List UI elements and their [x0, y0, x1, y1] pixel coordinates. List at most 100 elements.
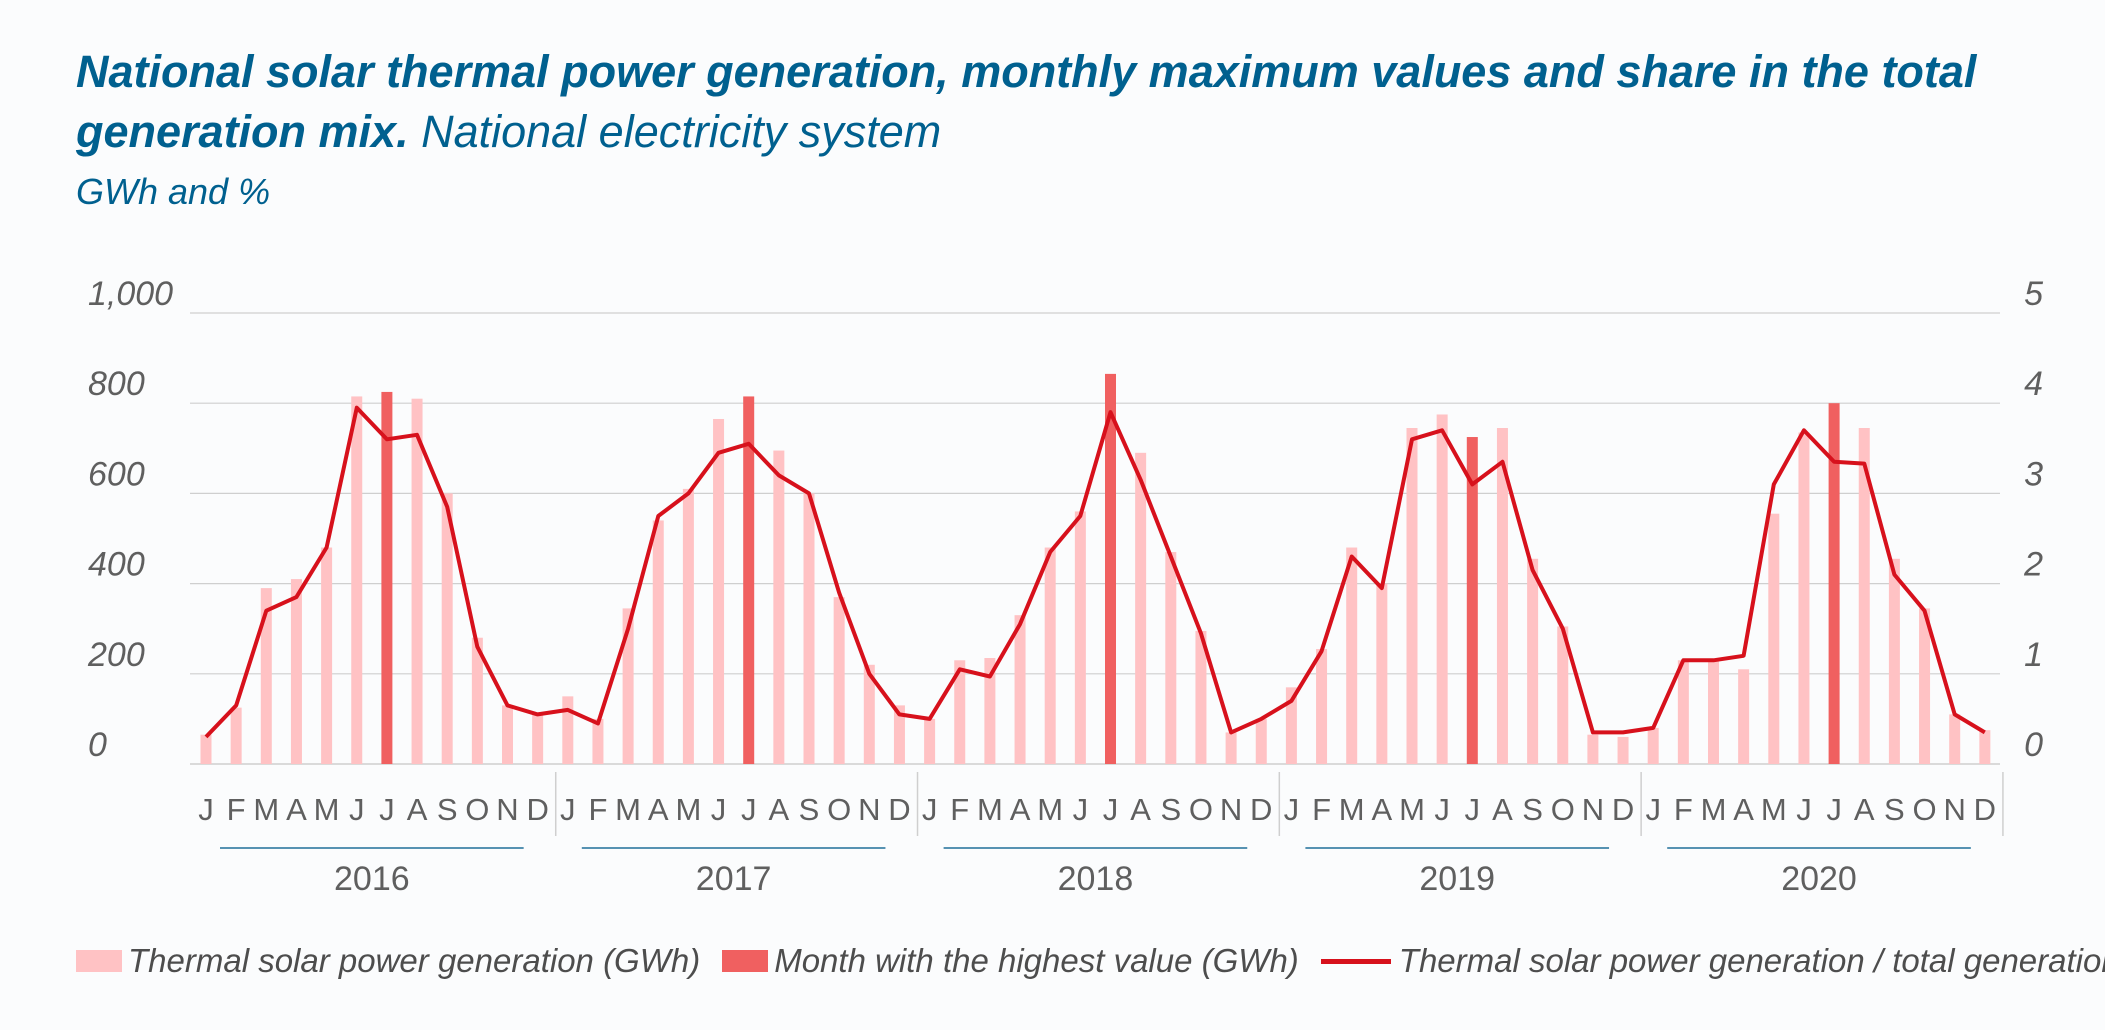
month-tick-label: S: [1522, 792, 1543, 827]
bar-generation: [200, 734, 212, 764]
bar-generation: [682, 488, 694, 764]
month-tick-label: M: [615, 792, 641, 827]
month-tick-label: M: [1399, 792, 1425, 827]
bar-generation: [954, 660, 966, 764]
bar-generation: [290, 579, 302, 764]
month-tick-label: F: [1674, 792, 1693, 827]
bar-highlight: [1466, 437, 1478, 764]
month-tick-label: N: [496, 792, 518, 827]
month-tick-label: O: [465, 792, 489, 827]
year-label: 2016: [334, 860, 410, 898]
legend-swatch-max: [722, 950, 769, 972]
y2-tick-label: 4: [2024, 365, 2043, 403]
bar-generation: [1316, 648, 1328, 764]
month-tick-label: J: [1434, 792, 1450, 827]
y-tick-label: 600: [88, 455, 145, 493]
bar-generation: [1195, 630, 1207, 764]
month-tick-label: M: [1339, 792, 1365, 827]
bar-generation: [1014, 615, 1026, 764]
title-line-2: generation mix.: [76, 106, 409, 157]
month-tick-label: D: [1250, 792, 1272, 827]
bar-generation: [1044, 547, 1056, 764]
month-tick-label: S: [437, 792, 458, 827]
y-tick-label: 800: [88, 365, 145, 403]
month-tick-label: M: [314, 792, 340, 827]
bar-generation: [803, 493, 815, 764]
bar-generation: [321, 547, 333, 764]
month-tick-label: J: [922, 792, 938, 827]
bar-generation: [863, 664, 875, 764]
month-tick-label: A: [1492, 792, 1513, 827]
month-tick-label: N: [1220, 792, 1242, 827]
bar-highlight: [1828, 403, 1840, 764]
month-tick-label: A: [286, 792, 307, 827]
bar-generation: [1979, 730, 1991, 764]
bar-generation: [502, 705, 513, 764]
month-tick-label: O: [1912, 792, 1936, 827]
bar-generation: [441, 493, 453, 764]
month-tick-label: M: [1037, 792, 1063, 827]
bar-generation: [622, 608, 634, 764]
month-tick-label: A: [1733, 792, 1754, 827]
bar-generation: [1225, 732, 1237, 764]
bar-generation: [924, 718, 936, 764]
y2-tick-label: 2: [2023, 546, 2043, 584]
month-tick-label: A: [1372, 792, 1393, 827]
bar-generation: [1677, 660, 1689, 764]
bar-generation: [1255, 718, 1267, 764]
bar-generation: [1165, 552, 1177, 764]
month-tick-label: J: [711, 792, 727, 827]
y2-tick-label: 3: [2024, 455, 2043, 493]
month-tick-label: F: [588, 792, 607, 827]
month-tick-label: J: [560, 792, 576, 827]
month-tick-label: A: [1010, 792, 1031, 827]
month-tick-label: A: [769, 792, 790, 827]
month-tick-label: J: [1073, 792, 1089, 827]
month-tick-label: D: [526, 792, 548, 827]
bar-highlight: [743, 396, 755, 764]
bar-generation: [562, 696, 574, 764]
legend: Thermal solar power generation (GWh) Mon…: [76, 942, 2105, 980]
month-tick-label: S: [1160, 792, 1181, 827]
bar-generation: [1496, 428, 1508, 764]
legend-item-share: Thermal solar power generation / total g…: [1320, 942, 2105, 980]
bar-generation: [1285, 687, 1297, 764]
legend-swatch-share: [1320, 958, 1391, 964]
month-tick-label: F: [227, 792, 246, 827]
bar-generation: [1557, 626, 1569, 764]
month-tick-label: J: [1465, 792, 1481, 827]
month-tick-label: J: [379, 792, 395, 827]
month-tick-label: S: [799, 792, 820, 827]
chart-title: National solar thermal power generation,…: [76, 42, 2056, 214]
bar-generation: [1949, 714, 1961, 764]
year-label: 2020: [1781, 860, 1857, 898]
bar-generation: [1768, 513, 1780, 764]
y-tick-label: 200: [87, 636, 145, 674]
month-tick-label: M: [1761, 792, 1787, 827]
bar-generation: [1798, 432, 1810, 764]
month-tick-label: O: [827, 792, 851, 827]
month-tick-label: A: [1854, 792, 1875, 827]
bar-generation: [1587, 734, 1599, 764]
bars: [200, 373, 1991, 764]
legend-label-share: Thermal solar power generation / total g…: [1398, 942, 2105, 979]
y-tick-label: 1,000: [88, 275, 173, 313]
month-tick-label: S: [1884, 792, 1905, 827]
month-tick-label: N: [1582, 792, 1604, 827]
bar-generation: [1858, 428, 1870, 764]
gridlines: [190, 312, 2000, 765]
month-tick-label: M: [675, 792, 701, 827]
bar-generation: [833, 597, 845, 764]
title-line-1: National solar thermal power generation,…: [76, 46, 1977, 97]
month-tick-label: A: [1130, 792, 1151, 827]
month-tick-label: J: [1645, 792, 1661, 827]
month-tick-label: M: [977, 792, 1003, 827]
bar-generation: [1346, 547, 1358, 764]
month-tick-label: J: [1103, 792, 1119, 827]
bar-generation: [1708, 660, 1719, 764]
year-label: 2018: [1058, 860, 1134, 898]
bar-generation: [893, 705, 905, 764]
month-tick-label: J: [198, 792, 214, 827]
bar-generation: [1888, 558, 1900, 764]
